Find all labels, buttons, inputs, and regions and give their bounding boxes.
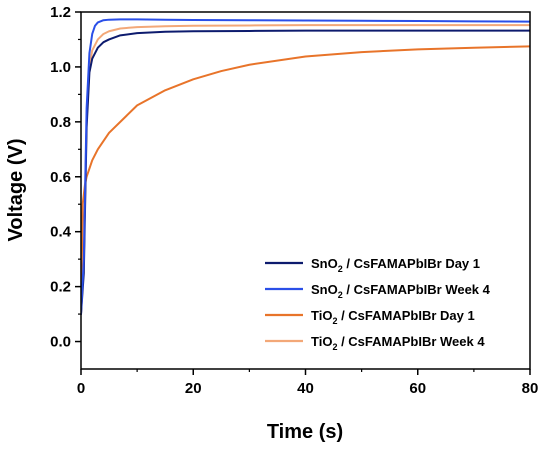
x-tick-label: 0 bbox=[77, 380, 85, 397]
y-tick-label: 1.0 bbox=[50, 59, 71, 76]
legend-label-suffix: / CsFAMAPbIBr Day 1 bbox=[343, 256, 480, 271]
legend-label: TiO2 / CsFAMAPbIBr Week 4 bbox=[311, 334, 485, 352]
x-tick-label: 40 bbox=[297, 380, 314, 397]
legend-label-suffix: / CsFAMAPbIBr Week 4 bbox=[337, 334, 485, 349]
y-tick-label: 0.8 bbox=[50, 114, 71, 131]
legend-label-subscript: 2 bbox=[338, 264, 343, 274]
y-tick-label: 1.2 bbox=[50, 4, 71, 21]
y-tick-label: 0.2 bbox=[50, 279, 71, 296]
legend-label-prefix: TiO bbox=[311, 334, 332, 349]
legend-label-subscript: 2 bbox=[338, 290, 343, 300]
legend-label-prefix: TiO bbox=[311, 308, 332, 323]
legend-label-subscript: 2 bbox=[332, 342, 337, 352]
series-line-1 bbox=[81, 18, 530, 316]
legend-label-subscript: 2 bbox=[332, 316, 337, 326]
y-tick-label: 0.6 bbox=[50, 169, 71, 186]
legend-label-suffix: / CsFAMAPbIBr Day 1 bbox=[337, 308, 474, 323]
y-tick-label: 0.0 bbox=[50, 334, 71, 351]
legend-label: SnO2 / CsFAMAPbIBr Week 4 bbox=[311, 282, 491, 300]
legend-label-suffix: / CsFAMAPbIBr Week 4 bbox=[343, 282, 491, 297]
x-axis-title: Time (s) bbox=[267, 421, 343, 443]
y-tick-label: 0.4 bbox=[50, 224, 72, 241]
ticks-layer: 0 20 40 60 80 0.0 0.2 0.4 0.6 0.8 1.0 1.2 bbox=[50, 4, 538, 397]
x-tick-label: 60 bbox=[409, 380, 426, 397]
legend-label: SnO2 / CsFAMAPbIBr Day 1 bbox=[311, 256, 480, 274]
legend-label: TiO2 / CsFAMAPbIBr Day 1 bbox=[311, 308, 475, 326]
legend-label-prefix: SnO bbox=[311, 256, 338, 271]
x-tick-label: 20 bbox=[185, 380, 202, 397]
series-layer bbox=[81, 18, 530, 316]
series-line-0 bbox=[81, 29, 530, 316]
x-tick-label: 80 bbox=[522, 380, 539, 397]
series-line-2 bbox=[81, 45, 530, 316]
legend-label-prefix: SnO bbox=[311, 282, 338, 297]
y-axis-title: Voltage (V) bbox=[5, 139, 27, 242]
